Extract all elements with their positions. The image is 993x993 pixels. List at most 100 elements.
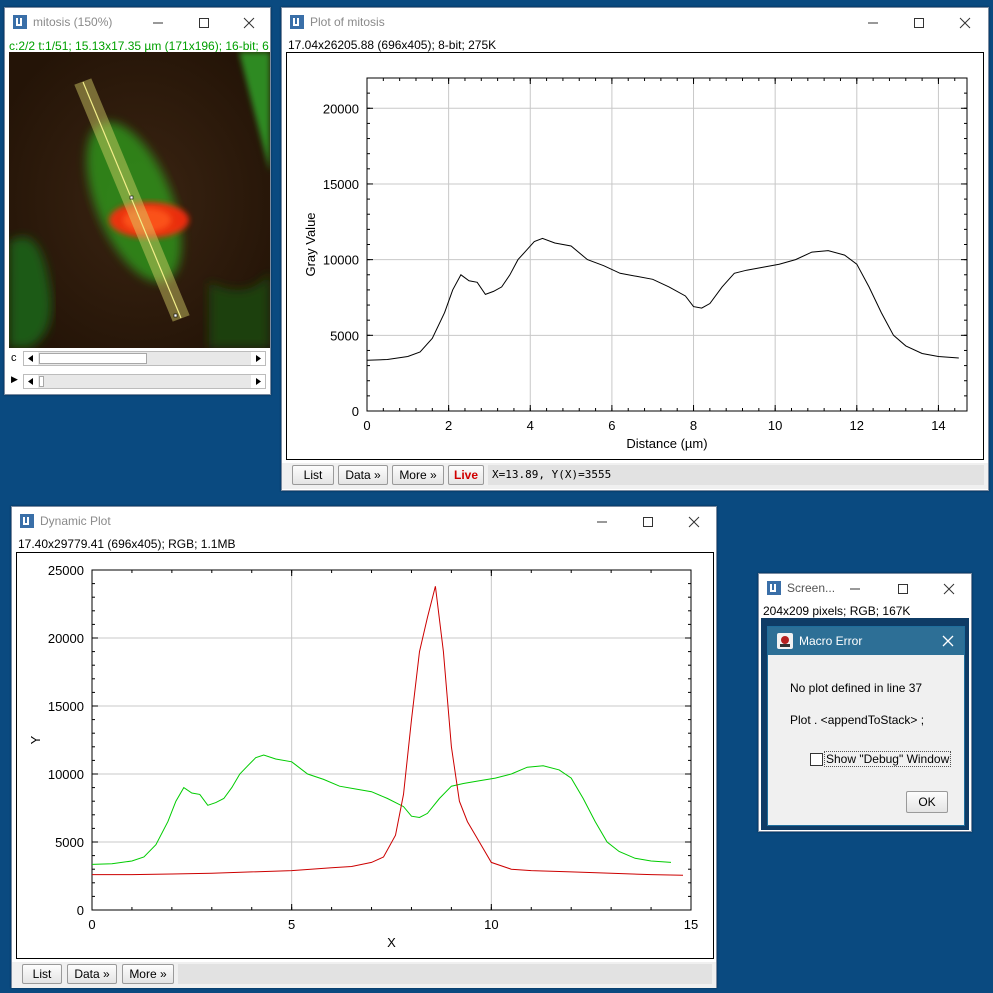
- y-tick-label: 20000: [323, 101, 359, 116]
- error-code-line: Plot . <appendToStack> ;: [790, 713, 925, 727]
- maximize-icon: [643, 517, 653, 527]
- maximize-icon: [898, 584, 908, 594]
- imagej-icon: [20, 514, 34, 528]
- close-button[interactable]: [226, 8, 272, 36]
- x-tick-label: 15: [684, 917, 698, 932]
- dynamic-plot-window: Dynamic Plot 17.40x29779.41 (696x405); R…: [11, 506, 717, 988]
- close-icon: [243, 17, 255, 29]
- plot-info: 17.04x26205.88 (696x405); 8-bit; 275K: [288, 38, 497, 52]
- y-tick-label: 15000: [323, 177, 359, 192]
- triangle-right-icon: [256, 355, 261, 362]
- maximize-button[interactable]: [625, 507, 671, 535]
- x-tick-label: 8: [690, 418, 697, 433]
- minimize-button[interactable]: [579, 507, 625, 535]
- window-title: mitosis (150%): [33, 15, 113, 29]
- close-icon: [959, 17, 971, 29]
- plot-info: 17.40x29779.41 (696x405); RGB; 1.1MB: [18, 537, 236, 551]
- minimize-button[interactable]: [835, 574, 875, 602]
- data-button[interactable]: Data »: [67, 964, 117, 984]
- y-tick-label: 20000: [48, 631, 84, 646]
- dialog-title: Macro Error: [799, 634, 863, 648]
- more-button[interactable]: More »: [392, 465, 444, 485]
- series-line-1: [366, 237, 959, 361]
- title-bar[interactable]: mitosis (150%): [5, 8, 270, 36]
- window-title: Screen...: [787, 581, 836, 595]
- image-info: 204x209 pixels; RGB; 167K: [763, 604, 911, 618]
- microscopy-image[interactable]: [9, 52, 270, 348]
- y-axis-label: Gray Value: [303, 212, 318, 276]
- frame-scrollbar[interactable]: [23, 374, 266, 389]
- debug-window-checkbox[interactable]: [810, 753, 823, 766]
- plot-area-border: [366, 77, 968, 412]
- close-button[interactable]: [931, 574, 971, 602]
- live-button[interactable]: Live: [448, 465, 484, 485]
- x-tick-label: 5: [288, 917, 295, 932]
- channel-scrollbar[interactable]: [23, 351, 266, 366]
- more-button[interactable]: More »: [122, 964, 174, 984]
- frame-scroll-thumb[interactable]: [39, 376, 44, 387]
- list-button[interactable]: List: [22, 964, 62, 984]
- title-bar[interactable]: Screen...: [759, 574, 971, 602]
- series-line-2: [92, 586, 684, 876]
- x-tick-label: 10: [768, 418, 782, 433]
- x-tick-label: 0: [363, 418, 370, 433]
- maximize-button[interactable]: [887, 574, 927, 602]
- ok-button[interactable]: OK: [906, 791, 948, 813]
- plot-button-bar: List Data » More » Live X=13.89, Y(X)=35…: [282, 463, 988, 489]
- y-tick-label: 5000: [55, 835, 84, 850]
- scroll-right-arrow[interactable]: [251, 375, 265, 388]
- imagej-icon: [767, 581, 781, 595]
- title-bar[interactable]: Dynamic Plot: [12, 507, 716, 535]
- y-tick-label: 5000: [330, 328, 359, 343]
- minimize-button[interactable]: [850, 8, 896, 36]
- x-tick-label: 4: [527, 418, 534, 433]
- dialog-title-bar[interactable]: Macro Error: [768, 627, 964, 655]
- imagej-icon: [13, 15, 27, 29]
- scroll-left-arrow[interactable]: [24, 352, 38, 365]
- close-icon: [943, 583, 955, 595]
- title-bar[interactable]: Plot of mitosis: [282, 8, 988, 36]
- debug-checkbox-label[interactable]: Show "Debug" Window: [824, 751, 952, 767]
- x-tick-label: 2: [445, 418, 452, 433]
- y-tick-label: 0: [77, 903, 84, 918]
- minimize-icon: [850, 588, 860, 590]
- dialog-close-button[interactable]: [936, 629, 960, 653]
- maximize-icon: [914, 18, 924, 28]
- series-line-1: [91, 754, 672, 865]
- y-tick-label: 10000: [323, 253, 359, 268]
- image-window: mitosis (150%) c:2/2 t:1/51; 15.13x17.35…: [4, 7, 271, 395]
- maximize-button[interactable]: [181, 8, 227, 36]
- y-axis-label: Y: [28, 735, 43, 744]
- channel-label: c: [11, 352, 17, 364]
- close-button[interactable]: [942, 8, 988, 36]
- gray-value-plot[interactable]: 0 2 4 6 8 10 12 14 0 5000 10000 15000 20000 Distance …: [287, 53, 983, 459]
- scroll-right-arrow[interactable]: [251, 352, 265, 365]
- minimize-icon: [153, 22, 163, 24]
- dynamic-plot[interactable]: 0 5 10 15 0 5000 10000 15000 20000 25000 X Y: [17, 553, 713, 958]
- scroll-left-arrow[interactable]: [24, 375, 38, 388]
- imagej-icon: [290, 15, 304, 29]
- y-tick-label: 0: [352, 404, 359, 419]
- x-tick-label: 14: [931, 418, 945, 433]
- close-icon: [942, 635, 954, 647]
- close-button[interactable]: [671, 507, 717, 535]
- error-message: No plot defined in line 37: [790, 681, 923, 695]
- play-animation-icon[interactable]: ▶: [11, 374, 18, 384]
- y-tick-label: 15000: [48, 699, 84, 714]
- x-axis-label: X: [387, 935, 396, 950]
- maximize-button[interactable]: [896, 8, 942, 36]
- x-axis-label: Distance (µm): [626, 436, 707, 451]
- cursor-status: [178, 964, 712, 984]
- window-title: Plot of mitosis: [310, 15, 385, 29]
- image-info: c:2/2 t:1/51; 15.13x17.35 µm (171x196); …: [9, 39, 269, 53]
- triangle-left-icon: [28, 378, 33, 385]
- close-icon: [688, 516, 700, 528]
- macro-error-dialog: Macro Error No plot defined in line 37 P…: [767, 626, 965, 826]
- data-button[interactable]: Data »: [338, 465, 388, 485]
- y-tick-label: 25000: [48, 563, 84, 578]
- y-tick-label: 10000: [48, 767, 84, 782]
- triangle-left-icon: [28, 355, 33, 362]
- minimize-button[interactable]: [135, 8, 181, 36]
- channel-scroll-thumb[interactable]: [39, 353, 147, 364]
- list-button[interactable]: List: [292, 465, 334, 485]
